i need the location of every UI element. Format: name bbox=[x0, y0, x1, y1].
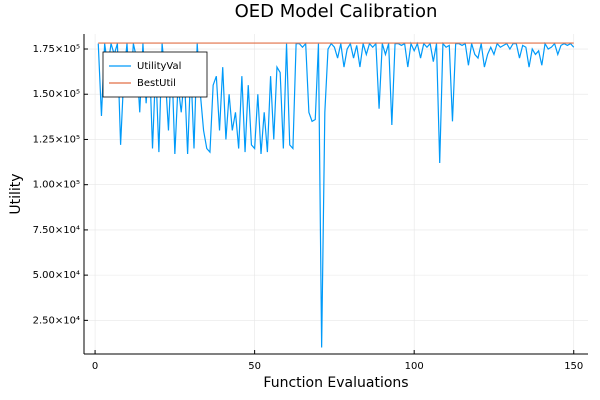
y-axis-label: Utility bbox=[8, 173, 24, 214]
chart-title: OED Model Calibration bbox=[235, 1, 438, 22]
x-tick-label: 50 bbox=[248, 361, 261, 372]
y-tick-label: 1.25×10⁵ bbox=[33, 134, 80, 145]
legend-label: UtilityVal bbox=[137, 61, 181, 72]
y-tick-label: 1.50×10⁵ bbox=[33, 89, 80, 100]
y-tick-label: 7.50×10⁴ bbox=[33, 225, 80, 236]
x-tick-label: 100 bbox=[405, 361, 424, 372]
legend-label: BestUtil bbox=[137, 78, 176, 89]
x-axis-label: Function Evaluations bbox=[263, 375, 408, 391]
y-tick-label: 2.50×10⁴ bbox=[33, 315, 80, 326]
y-tick-label: 1.75×10⁵ bbox=[33, 44, 80, 55]
y-tick-label: 5.00×10⁴ bbox=[33, 270, 80, 281]
y-tick-label: 1.00×10⁵ bbox=[33, 180, 80, 191]
legend-box bbox=[102, 51, 208, 98]
legend: UtilityVal BestUtil bbox=[102, 51, 208, 98]
x-tick-label: 0 bbox=[92, 361, 98, 372]
x-tick-label: 150 bbox=[564, 361, 583, 372]
